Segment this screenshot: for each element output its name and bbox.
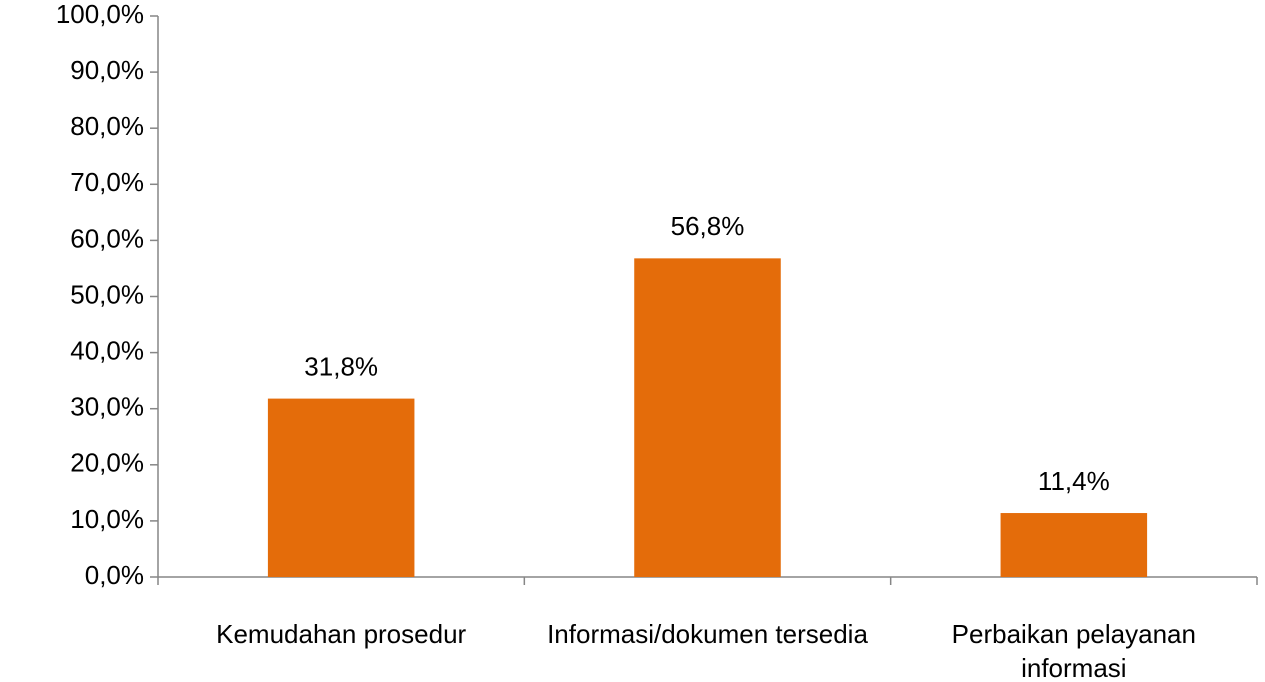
y-tick-label: 50,0% xyxy=(70,279,144,309)
y-tick-label: 90,0% xyxy=(70,55,144,85)
data-label: 31,8% xyxy=(304,351,378,381)
x-tick-label: Kemudahan prosedur xyxy=(216,619,467,649)
y-tick-label: 30,0% xyxy=(70,392,144,422)
y-tick-label: 60,0% xyxy=(70,223,144,253)
bar xyxy=(1000,513,1148,577)
y-tick-label: 0,0% xyxy=(85,560,144,590)
y-tick-label: 10,0% xyxy=(70,504,144,534)
y-tick-label: 20,0% xyxy=(70,448,144,478)
bar xyxy=(634,258,781,577)
data-label: 56,8% xyxy=(671,211,745,241)
y-tick-label: 40,0% xyxy=(70,335,144,365)
data-label: 11,4% xyxy=(1038,466,1110,496)
x-tick-label: Perbaikan pelayanan informasi xyxy=(951,619,1196,682)
y-tick-label: 100,0% xyxy=(56,0,144,29)
x-tick-label: Informasi/dokumen tersedia xyxy=(547,619,868,649)
bar xyxy=(267,398,415,577)
y-tick-label: 80,0% xyxy=(70,111,144,141)
y-tick-label: 70,0% xyxy=(70,167,144,197)
